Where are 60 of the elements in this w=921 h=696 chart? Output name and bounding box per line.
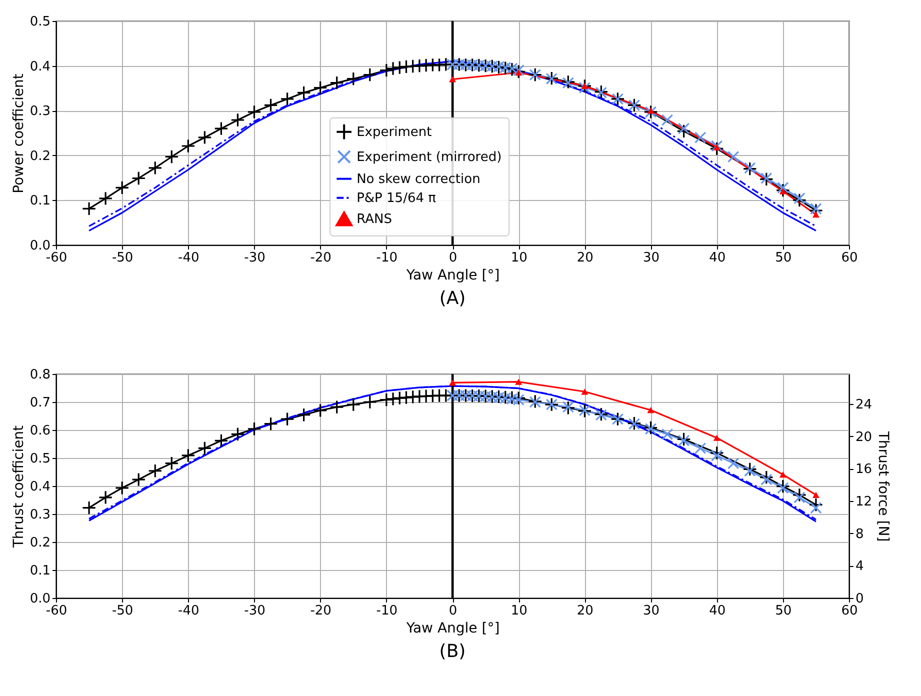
x-tick-label: -50: [112, 604, 134, 618]
y2-tick-label: 24: [856, 397, 872, 412]
y-tick-label: 0.4: [30, 480, 50, 494]
x-tick-label: 60: [841, 604, 858, 618]
x-tick-label: 30: [642, 604, 660, 618]
x-tick-label: 20: [576, 604, 594, 618]
legend-label: RANS: [356, 212, 392, 227]
y-tick-label: 0.5: [30, 14, 50, 30]
text: (A): [439, 288, 466, 309]
y2-axis-title: Thrust force [N]: [875, 430, 892, 542]
y2-tick-label: 16: [856, 462, 872, 478]
x-tick-label: -30: [244, 250, 266, 266]
y-tick-label: 0.3: [30, 104, 50, 120]
x-tick-label: -50: [112, 250, 134, 266]
y-tick-label: 0.1: [30, 564, 50, 578]
x-tick-label: 10: [510, 604, 528, 618]
y-tick-label: 0.7: [30, 396, 50, 410]
y-tick-label: 0.2: [30, 536, 50, 550]
x-tick-label: 60: [841, 250, 858, 266]
y2-tick-label: 20: [856, 430, 872, 445]
y2-tick-label: 4: [856, 559, 864, 574]
y2-tick-label: 0: [856, 592, 864, 606]
x-tick-label: 0: [448, 604, 458, 618]
legend-label: Experiment: [356, 124, 432, 140]
x-tick-label: 30: [642, 250, 660, 266]
x-tick-label: -40: [178, 604, 200, 618]
x-tick-label: 10: [510, 250, 528, 266]
y2-tick-label: 12: [856, 494, 872, 510]
x-tick-label: -40: [178, 250, 200, 266]
y-tick-label: 0.6: [30, 424, 50, 438]
legend-label: No skew correction: [356, 172, 480, 187]
x-tick-label: -10: [376, 604, 398, 618]
x-tick-label: -60: [46, 250, 68, 266]
y-tick-label: 0.4: [30, 59, 50, 74]
y-tick-label: 0.8: [30, 368, 50, 382]
x-tick-label: -30: [244, 604, 266, 618]
x-tick-label: -20: [310, 250, 332, 266]
x-tick-label: -10: [376, 250, 398, 266]
x-tick-label: 0: [448, 250, 458, 266]
x-tick-label: 40: [709, 604, 726, 618]
legend-label: Experiment (mirrored): [356, 150, 502, 165]
x-tick-label: 40: [709, 250, 726, 266]
y-tick-label: 0.0: [30, 238, 50, 254]
y-axis-title: Power coefficient: [10, 73, 27, 194]
text: (B): [439, 641, 466, 662]
y-tick-label: 0.2: [30, 148, 50, 164]
y-tick-label: 0.1: [30, 194, 50, 209]
y2-tick-label: 8: [856, 526, 864, 542]
x-tick-label: -20: [310, 604, 332, 618]
x-tick-label: 20: [576, 250, 594, 266]
y-tick-label: 0.0: [30, 592, 50, 606]
x-axis-title: Yaw Angle [°]: [405, 620, 500, 636]
x-tick-label: 50: [775, 250, 792, 266]
x-tick-label: -60: [46, 604, 68, 618]
y-tick-label: 0.3: [30, 508, 50, 522]
x-tick-label: 50: [775, 604, 792, 618]
y-tick-label: 0.5: [30, 452, 50, 466]
legend-label: P&P 15/64 π: [356, 190, 436, 206]
y-axis-title: Thrust coefficient: [10, 424, 27, 549]
x-axis-title: Yaw Angle [°]: [405, 268, 500, 284]
